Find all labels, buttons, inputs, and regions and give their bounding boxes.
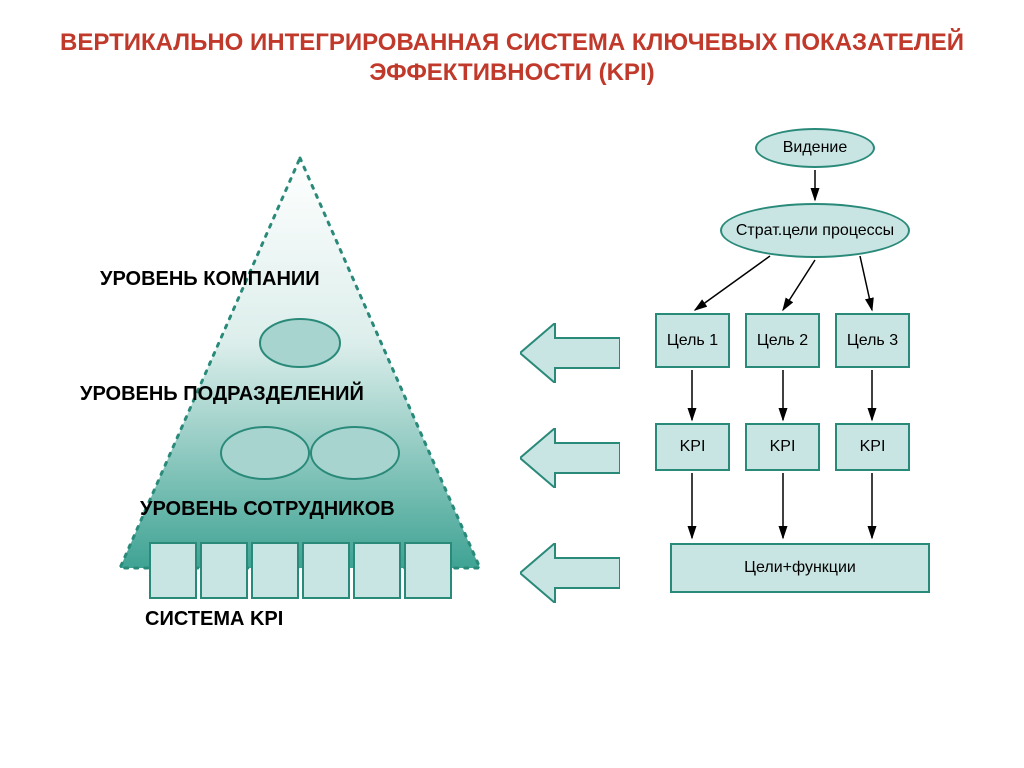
goal-1: Цель 1 bbox=[655, 313, 730, 368]
strategy-label: Страт.цели процессы bbox=[736, 222, 894, 240]
kpi-3: KPI bbox=[835, 423, 910, 471]
vision-label: Видение bbox=[783, 139, 848, 157]
kpi-2: KPI bbox=[745, 423, 820, 471]
big-arrow-2 bbox=[520, 428, 620, 488]
label-bottom: СИСТЕМА KPI bbox=[145, 608, 283, 631]
goals-functions-node: Цели+функции bbox=[670, 543, 930, 593]
division-ellipse-1 bbox=[221, 427, 309, 479]
kpi-3-label: KPI bbox=[860, 438, 886, 456]
goal-3: Цель 3 bbox=[835, 313, 910, 368]
kpi-2-label: KPI bbox=[770, 438, 796, 456]
kpi-1-label: KPI bbox=[680, 438, 706, 456]
label-level1: УРОВЕНЬ КОМПАНИИ bbox=[100, 268, 320, 291]
vision-node: Видение bbox=[755, 128, 875, 168]
goal-1-label: Цель 1 bbox=[667, 332, 718, 350]
page-title: ВЕРТИКАЛЬНО ИНТЕГРИРОВАННАЯ СИСТЕМА КЛЮЧ… bbox=[0, 0, 1024, 88]
goal-2-label: Цель 2 bbox=[757, 332, 808, 350]
label-level3: УРОВЕНЬ СОТРУДНИКОВ bbox=[140, 498, 395, 521]
big-arrow-1 bbox=[520, 323, 620, 383]
goals-functions-label: Цели+функции bbox=[744, 559, 856, 577]
goal-2: Цель 2 bbox=[745, 313, 820, 368]
flowchart: Видение Страт.цели процессы Цель 1 Цель … bbox=[650, 128, 980, 668]
company-ellipse bbox=[260, 319, 340, 367]
label-level2: УРОВЕНЬ ПОДРАЗДЕЛЕНИЙ bbox=[80, 383, 364, 406]
division-ellipse-2 bbox=[311, 427, 399, 479]
diagram-canvas: УРОВЕНЬ КОМПАНИИ УРОВЕНЬ ПОДРАЗДЕЛЕНИЙ У… bbox=[0, 88, 1024, 768]
strategy-node: Страт.цели процессы bbox=[720, 203, 910, 258]
big-arrow-3 bbox=[520, 543, 620, 603]
pyramid: УРОВЕНЬ КОМПАНИИ УРОВЕНЬ ПОДРАЗДЕЛЕНИЙ У… bbox=[110, 148, 490, 588]
kpi-1: KPI bbox=[655, 423, 730, 471]
goal-3-label: Цель 3 bbox=[847, 332, 898, 350]
